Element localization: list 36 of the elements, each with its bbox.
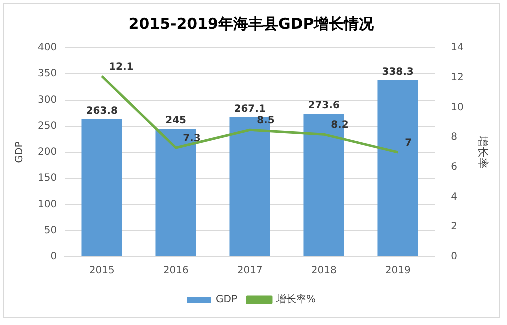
y-tick-label: 100 <box>38 199 58 210</box>
y-tick-label: 250 <box>38 120 58 132</box>
legend-label: 增长率% <box>275 294 316 306</box>
y2-tick-label: 6 <box>451 162 458 174</box>
y-tick-label: 50 <box>44 225 58 236</box>
data-label: 12.1 <box>109 62 134 73</box>
x-tick-label: 2015 <box>89 266 115 277</box>
x-tick-label: 2018 <box>311 266 337 277</box>
legend-label: GDP <box>216 294 238 306</box>
data-label: 338.3 <box>382 66 414 78</box>
bar <box>82 119 122 256</box>
data-label: 267.1 <box>234 104 266 116</box>
x-tick-label: 2016 <box>163 266 189 277</box>
y2-tick-label: 12 <box>451 72 464 84</box>
y2-tick-label: 2 <box>451 222 458 233</box>
y2-tick-label: 4 <box>451 192 458 203</box>
y-tick-label: 0 <box>50 252 58 263</box>
y-tick-label: 300 <box>38 94 58 106</box>
x-tick-label: 2017 <box>237 266 263 277</box>
y2-tick-label: 8 <box>451 132 458 144</box>
y-tick-label: 200 <box>38 147 58 158</box>
y2-tick-label: 14 <box>451 42 464 54</box>
y2-tick-label: 0 <box>451 252 458 263</box>
data-label: 7 <box>405 138 412 150</box>
y-axis-title: GDP <box>14 142 26 164</box>
y-tick-label: 350 <box>38 68 58 80</box>
chart-title: 2015-2019年海丰县GDP增长情况 <box>128 14 376 33</box>
bar <box>378 80 418 256</box>
data-label: 263.8 <box>86 106 118 117</box>
data-label: 273.6 <box>308 100 340 112</box>
y-tick-label: 150 <box>38 173 58 184</box>
y2-tick-label: 10 <box>451 102 464 114</box>
y2-axis-title: 增长率 <box>476 135 490 169</box>
x-tick-label: 2019 <box>385 266 411 277</box>
data-label: 245 <box>166 116 187 127</box>
y-tick-label: 400 <box>38 42 58 54</box>
